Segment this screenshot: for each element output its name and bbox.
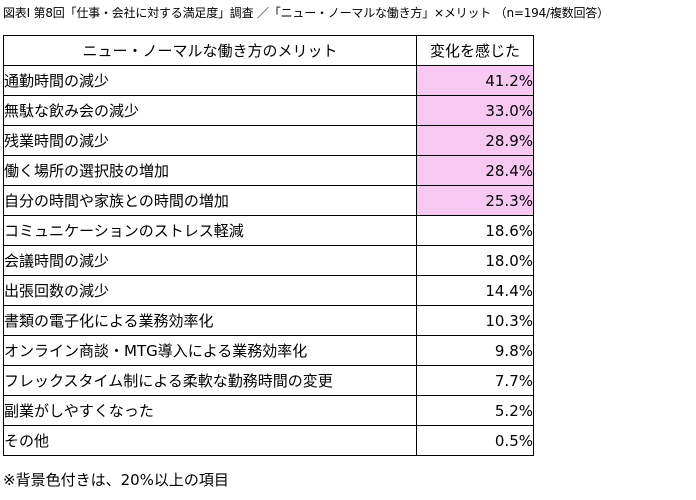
table-row: その他 0.5% <box>3 425 534 456</box>
row-label: 書類の電子化による業務効率化 <box>3 305 417 336</box>
column-header-felt-change: 変化を感じた <box>416 35 534 66</box>
row-value: 25.3% <box>416 185 534 216</box>
row-label: フレックスタイム制による柔軟な勤務時間の変更 <box>3 365 417 396</box>
table-row: 出張回数の減少 14.4% <box>3 275 534 306</box>
row-label: 副業がしやすくなった <box>3 395 417 426</box>
row-label: その他 <box>3 425 417 456</box>
row-label: 残業時間の減少 <box>3 125 417 156</box>
row-value: 7.7% <box>416 365 534 396</box>
row-value: 18.6% <box>416 215 534 246</box>
row-value: 14.4% <box>416 275 534 306</box>
table-row: フレックスタイム制による柔軟な勤務時間の変更 7.7% <box>3 365 534 396</box>
table-body: 通勤時間の減少 41.2% 無駄な飲み会の減少 33.0% 残業時間の減少 28.9% 働く… <box>3 65 534 456</box>
table-row: 自分の時間や家族との時間の増加 25.3% <box>3 185 534 216</box>
merit-table: ニュー・ノーマルな働き方のメリット 変化を感じた 通勤時間の減少 41.2% 無駄な… <box>3 35 534 456</box>
row-value: 0.5% <box>416 425 534 456</box>
row-value: 18.0% <box>416 245 534 276</box>
table-row: 働く場所の選択肢の増加 28.4% <box>3 155 534 186</box>
chart-title: 図表Ⅰ 第8回「仕事・会社に対する満足度」調査 ／「ニュー・ノーマルな働き方」×… <box>3 6 609 20</box>
row-label: 通勤時間の減少 <box>3 65 417 96</box>
table-row: 会議時間の減少 18.0% <box>3 245 534 276</box>
row-value: 41.2% <box>416 65 534 96</box>
footnote: ※背景色付きは、20%以上の項目 <box>3 471 229 489</box>
row-value: 10.3% <box>416 305 534 336</box>
row-label: 会議時間の減少 <box>3 245 417 276</box>
row-value: 5.2% <box>416 395 534 426</box>
table-row: 無駄な飲み会の減少 33.0% <box>3 95 534 126</box>
row-value: 28.9% <box>416 125 534 156</box>
row-value: 33.0% <box>416 95 534 126</box>
table-row: 書類の電子化による業務効率化 10.3% <box>3 305 534 336</box>
row-label: 無駄な飲み会の減少 <box>3 95 417 126</box>
table-header-row: ニュー・ノーマルな働き方のメリット 変化を感じた <box>3 35 534 66</box>
row-label: コミュニケーションのストレス軽減 <box>3 215 417 246</box>
row-label: オンライン商談・MTG導入による業務効率化 <box>3 335 417 366</box>
table-row: オンライン商談・MTG導入による業務効率化 9.8% <box>3 335 534 366</box>
row-label: 働く場所の選択肢の増加 <box>3 155 417 186</box>
row-label: 自分の時間や家族との時間の増加 <box>3 185 417 216</box>
table-row: 残業時間の減少 28.9% <box>3 125 534 156</box>
row-label: 出張回数の減少 <box>3 275 417 306</box>
table-row: 副業がしやすくなった 5.2% <box>3 395 534 426</box>
table-row: コミュニケーションのストレス軽減 18.6% <box>3 215 534 246</box>
row-value: 28.4% <box>416 155 534 186</box>
row-value: 9.8% <box>416 335 534 366</box>
column-header-merit: ニュー・ノーマルな働き方のメリット <box>3 35 417 66</box>
table-row: 通勤時間の減少 41.2% <box>3 65 534 96</box>
